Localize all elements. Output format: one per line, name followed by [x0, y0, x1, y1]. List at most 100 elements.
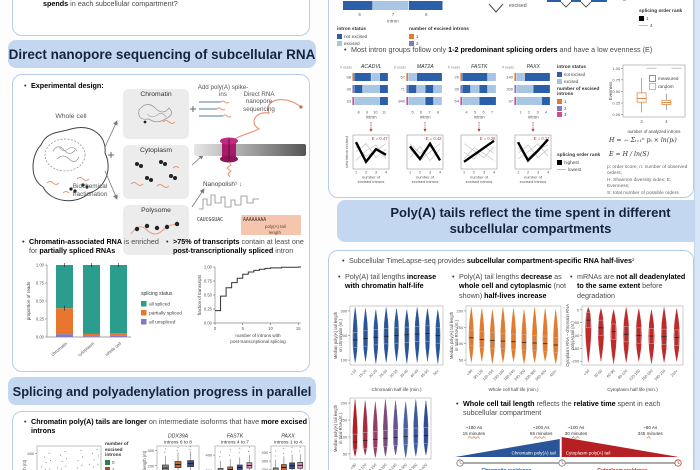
svg-text:840: 840 [398, 99, 405, 104]
evenness-boxplot: 0.00 0.25 0.50 0.75 1.00 3 4 number of analyzed… [607, 61, 687, 135]
svg-text:Cytoplasm poly(A) tail: Cytoplasm poly(A) tail [566, 451, 611, 456]
svg-text:1.00: 1.00 [36, 263, 45, 268]
svg-text:200: 200 [262, 467, 269, 470]
svg-text:~200 As: ~200 As [533, 425, 550, 430]
svg-text:4: 4 [665, 119, 668, 124]
parallel-bullet: Chromatin poly(A) tails are longer on in… [23, 417, 309, 436]
svg-text:partially spliced: partially spliced [149, 311, 182, 317]
svg-text:15 minutes: 15 minutes [463, 431, 486, 436]
svg-text:1.00: 1.00 [612, 66, 621, 71]
svg-text:in total RNA (nt.): in total RNA (nt.) [454, 320, 459, 351]
svg-text:Median poly(A) tail length: Median poly(A) tail length [449, 311, 454, 359]
svg-text:number of analyzed introns: number of analyzed introns [628, 129, 682, 134]
nanopore-panel: Experimental design: Whole cell [12, 74, 310, 372]
svg-text:E = 0.17: E = 0.17 [534, 136, 550, 141]
cytoplasm-violin-chart: 0 -50 -100 -150 -200 <30 30-60 60-90 90-120 120-1… [565, 303, 685, 393]
signal-trace-icon [199, 194, 259, 210]
nanopore-illustration [194, 98, 306, 178]
svg-text:7: 7 [392, 12, 395, 17]
nanopolish-label: Nanopolish¹ ↓ [203, 181, 243, 188]
svg-text:1: 1 [409, 171, 411, 175]
svg-text:<90: <90 [466, 369, 473, 376]
svg-text:4: 4 [545, 111, 547, 115]
paxx-splicing-order: PAXX # reads 140 200 37 1 2 3 4 intron E = 0.17 1 2 3… [501, 63, 555, 187]
svg-text:Chromatin poly(A) tail: Chromatin poly(A) tail [512, 451, 556, 456]
svg-text:fraction of transcripts: fraction of transcripts [197, 274, 202, 316]
svg-text:20: 20 [455, 75, 460, 80]
svg-text:10: 10 [268, 326, 273, 331]
svg-text:600: 600 [28, 451, 35, 456]
svg-text:200: 200 [506, 87, 513, 92]
svg-text:E = 0.47: E = 0.47 [372, 136, 388, 141]
svg-text:9: 9 [366, 111, 368, 115]
svg-text:FASTK: FASTK [471, 64, 488, 70]
svg-text:140: 140 [506, 75, 513, 80]
mat2a-splicing-order: MAT2A # reads 67 71 840 5 6 7 8 intron E = 0.42 1 2 3… [393, 63, 447, 187]
intron-status-items: not excised excised [337, 34, 395, 46]
svg-text:<90: <90 [350, 463, 357, 470]
svg-text:~100 As: ~100 As [568, 425, 585, 430]
svg-text:-100: -100 [571, 333, 580, 338]
svg-text:3: 3 [483, 171, 485, 175]
acadvl-splicing-order: ACADVL # reads 98 30 33 8 9 10 11 intron E = 0.47 1… [339, 63, 393, 187]
svg-text:0.00: 0.00 [612, 112, 621, 117]
svg-text:210+: 210+ [670, 368, 679, 377]
section-header-splicing: Splicing and polyadenylation progress in… [8, 377, 316, 405]
svg-text:E = 0.28: E = 0.28 [480, 136, 496, 141]
svg-text:0: 0 [214, 326, 217, 331]
svg-text:whole cell: whole cell [104, 341, 122, 357]
polya-time-panel: Subcellular TimeLapse-seq provides subce… [328, 250, 694, 470]
svg-text:excised introns: excised introns [358, 179, 385, 184]
paxx-boxplot: PAXX introns 1 to 4 200 300 400 [259, 432, 307, 470]
svg-text:300: 300 [341, 308, 348, 313]
svg-text:150-180: 150-180 [375, 463, 388, 470]
svg-text:150-180: 150-180 [641, 369, 654, 382]
question-panel: What is the relationship between poly(A)… [12, 0, 310, 36]
svg-text:10: 10 [373, 111, 377, 115]
svg-text:number of: number of [470, 175, 489, 180]
splicing-order-panel: 6 7 8 intron intron status not excised excis… [328, 0, 694, 198]
svg-text:33: 33 [347, 99, 352, 104]
gene-status-items: not excised excised [557, 72, 601, 84]
experimental-design-bullet: Experimental design: [23, 81, 171, 91]
whole-cell-label: Whole cell [55, 113, 87, 120]
svg-text:6: 6 [358, 12, 361, 17]
svg-text:8: 8 [425, 12, 428, 17]
svg-text:3: 3 [536, 111, 538, 115]
cytoplasm-label: Cytoplasm [139, 147, 173, 154]
svg-text:90-120: 90-120 [473, 369, 484, 380]
poster-edge-strip [694, 0, 700, 470]
svg-text:35-40: 35-40 [399, 369, 409, 379]
svg-text:200: 200 [341, 401, 348, 406]
svg-text:37: 37 [509, 99, 514, 104]
svg-text:0.25: 0.25 [36, 317, 45, 322]
three-label: 3 [623, 0, 626, 3]
predominant-orders-bullet: Most intron groups follow only 1-2 predo… [343, 45, 693, 55]
svg-text:0: 0 [577, 307, 580, 312]
svg-text:0.75: 0.75 [204, 279, 213, 284]
svg-text:98: 98 [347, 75, 352, 80]
svg-text:number of: number of [362, 175, 381, 180]
polya-sequence: AAAAAAAA [243, 218, 267, 223]
deadenylation-bullet: mRNAs are not all deadenylated to the sa… [569, 272, 689, 300]
read-sequence: CAUCGGUAC [197, 218, 223, 223]
svg-text:PAXX: PAXX [281, 434, 295, 440]
chromatin-violin-chart: 100 200 300 <15 15-20 20-25 25-30 30-35 35-40 40-… [333, 303, 445, 393]
svg-text:2: 2 [365, 171, 367, 175]
svg-text:15-20: 15-20 [358, 369, 368, 379]
svg-text:20-25: 20-25 [368, 369, 378, 379]
svg-text:90-120: 90-120 [356, 463, 367, 470]
svg-text:number of introns with: number of introns with [235, 333, 281, 338]
cytoplasm-fraction-box: Cytoplasm [123, 145, 189, 199]
svg-text:~80 As: ~80 As [643, 425, 658, 430]
tail-length-boxplot-all: 200400600tail length (nt) [21, 442, 103, 470]
svg-text:Cytoplasm half life (min.): Cytoplasm half life (min.) [607, 387, 658, 392]
svg-text:1: 1 [355, 171, 357, 175]
experimental-design-illustration [32, 98, 306, 208]
splicing-status-chart: 0.00 0.25 0.50 0.75 1.00 chromatin cytoplasm wh… [23, 261, 201, 365]
svg-text:# reads: # reads [340, 66, 352, 70]
svg-text:0.25: 0.25 [612, 101, 621, 106]
